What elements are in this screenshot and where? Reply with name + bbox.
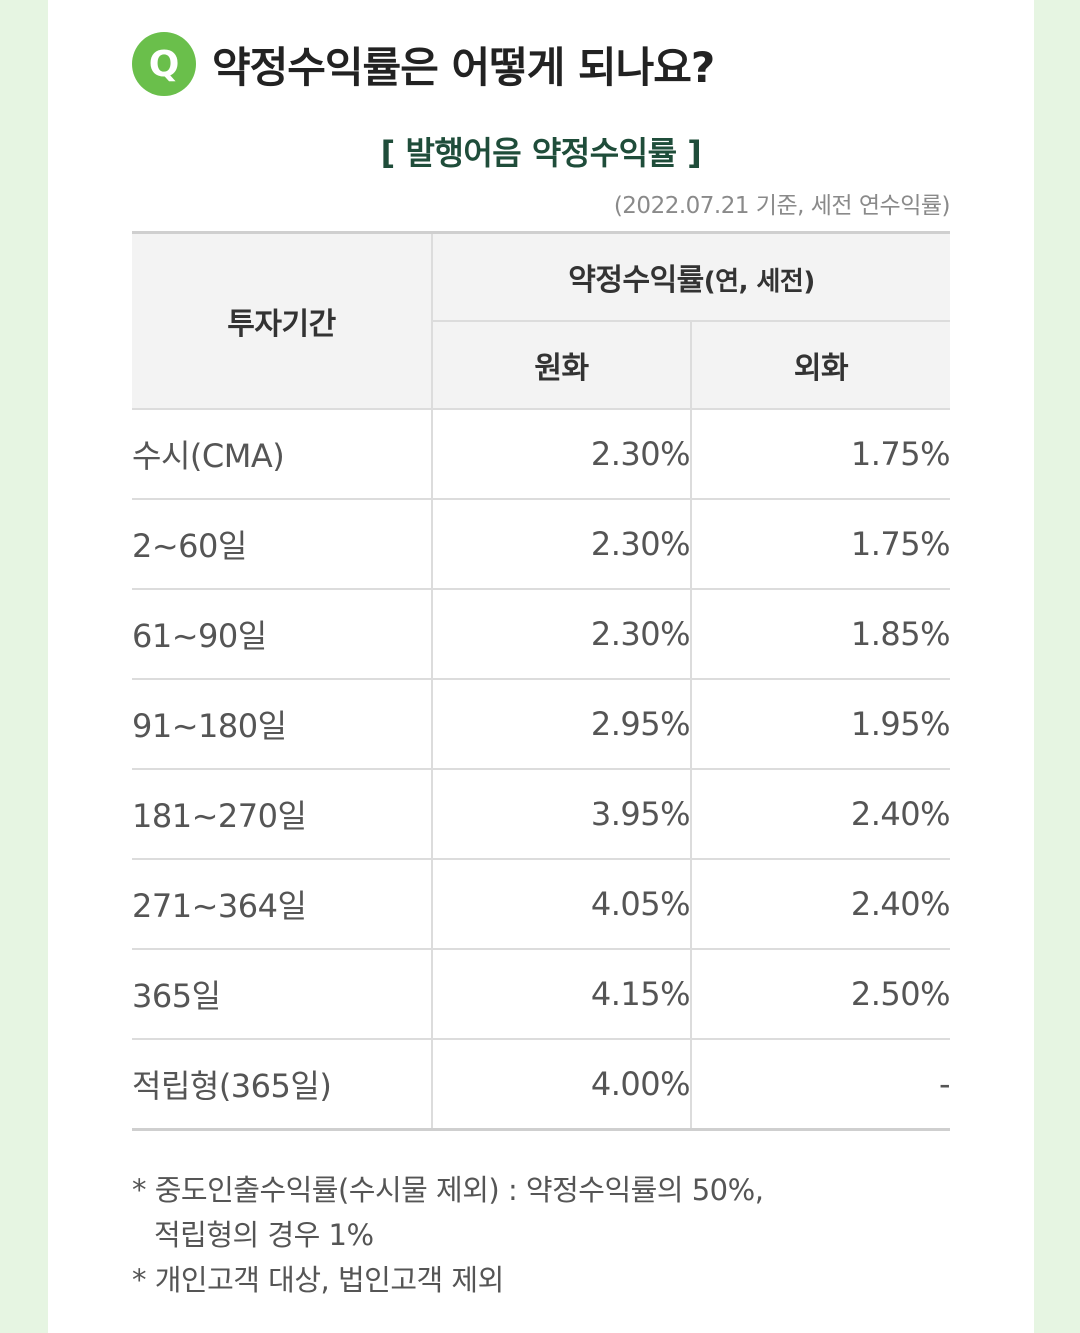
table-row: 수시(CMA) 2.30% 1.75%	[132, 407, 951, 500]
table-row: 181~270일 3.95% 2.40%	[132, 767, 951, 860]
header-fx: 외화	[690, 319, 950, 410]
question-title: 약정수익률은 어떻게 되나요?	[212, 42, 715, 92]
row-fx-rate: 1.75%	[690, 497, 951, 590]
row-fx-rate: 1.75%	[690, 407, 951, 500]
header-krw: 원화	[432, 319, 692, 410]
row-fx-rate: 1.85%	[690, 587, 951, 680]
row-fx-rate: 2.40%	[690, 767, 951, 860]
header-rate-group: 약정수익률(연, 세전)	[431, 231, 950, 322]
footnote-withdrawal-cont: 적립형의 경우 1%	[154, 1218, 374, 1252]
row-period: 181~270일	[132, 767, 433, 860]
table-title: [ 발행어음 약정수익률 ]	[380, 134, 702, 172]
row-krw-rate: 4.00%	[431, 1037, 692, 1131]
header-rate-group-sub: (연, 세전)	[703, 266, 815, 297]
row-krw-rate: 4.05%	[431, 857, 692, 950]
content-card: Q 약정수익률은 어떻게 되나요? [ 발행어음 약정수익률 ] (2022.0…	[48, 0, 1034, 1333]
row-period: 적립형(365일)	[132, 1037, 433, 1131]
footnotes: * 중도인출수익률(수시물 제외) : 약정수익률의 50%, 적립형의 경우 …	[132, 1168, 764, 1303]
row-period: 2~60일	[132, 497, 433, 590]
table-row: 적립형(365일) 4.00% -	[132, 1037, 951, 1131]
row-period: 365일	[132, 947, 433, 1040]
header-rate-group-label: 약정수익률	[568, 262, 704, 298]
row-fx-rate: 2.50%	[690, 947, 951, 1040]
question-badge: Q	[132, 32, 196, 96]
table-row: 61~90일 2.30% 1.85%	[132, 587, 951, 680]
question-heading: Q 약정수익률은 어떻게 되나요?	[132, 32, 715, 96]
table-row: 91~180일 2.95% 1.95%	[132, 677, 951, 770]
rates-table: 투자기간 약정수익률(연, 세전) 원화 외화 수시(CMA) 2.30% 1.…	[132, 231, 951, 1131]
row-fx-rate: -	[690, 1037, 951, 1131]
row-krw-rate: 2.30%	[431, 407, 692, 500]
row-krw-rate: 2.30%	[431, 587, 692, 680]
table-row: 2~60일 2.30% 1.75%	[132, 497, 951, 590]
row-fx-rate: 1.95%	[690, 677, 951, 770]
header-period: 투자기간	[132, 231, 433, 410]
row-krw-rate: 2.95%	[431, 677, 692, 770]
row-krw-rate: 4.15%	[431, 947, 692, 1040]
row-fx-rate: 2.40%	[690, 857, 951, 950]
row-period: 61~90일	[132, 587, 433, 680]
row-krw-rate: 2.30%	[431, 497, 692, 590]
row-period: 271~364일	[132, 857, 433, 950]
table-row: 271~364일 4.05% 2.40%	[132, 857, 951, 950]
footnote-eligibility: * 개인고객 대상, 법인고객 제외	[132, 1263, 504, 1297]
row-period: 수시(CMA)	[132, 407, 433, 500]
table-row: 365일 4.15% 2.50%	[132, 947, 951, 1040]
row-krw-rate: 3.95%	[431, 767, 692, 860]
row-period: 91~180일	[132, 677, 433, 770]
footnote-withdrawal: * 중도인출수익률(수시물 제외) : 약정수익률의 50%,	[132, 1173, 764, 1207]
basis-note: (2022.07.21 기준, 세전 연수익률)	[613, 193, 951, 219]
